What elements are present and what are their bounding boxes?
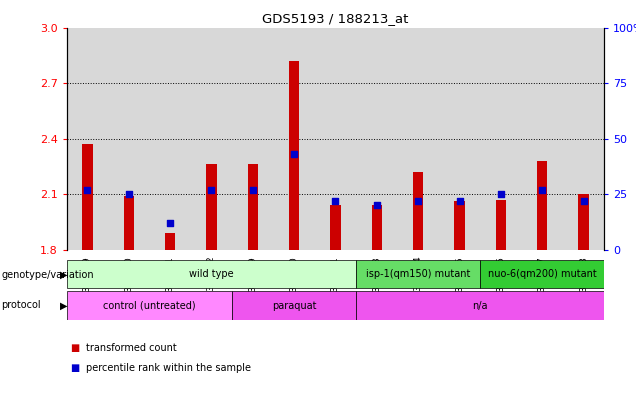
- Point: [371, 202, 382, 208]
- Text: genotype/variation: genotype/variation: [1, 270, 94, 280]
- Bar: [273, 28, 315, 250]
- Bar: [247, 164, 258, 250]
- Point: [165, 220, 176, 226]
- Point: [454, 198, 464, 204]
- Bar: [289, 61, 300, 250]
- Bar: [356, 260, 480, 288]
- Bar: [67, 260, 356, 288]
- Point: [289, 151, 299, 157]
- Bar: [191, 28, 232, 250]
- Bar: [495, 200, 506, 250]
- Point: [579, 198, 589, 204]
- Bar: [67, 28, 108, 250]
- Bar: [356, 28, 398, 250]
- Text: isp-1(qm150) mutant: isp-1(qm150) mutant: [366, 269, 471, 279]
- Text: paraquat: paraquat: [272, 301, 316, 310]
- Bar: [480, 260, 604, 288]
- Bar: [439, 28, 480, 250]
- Text: n/a: n/a: [473, 301, 488, 310]
- Bar: [454, 202, 465, 250]
- Bar: [398, 28, 439, 250]
- Bar: [232, 28, 273, 250]
- Bar: [149, 28, 191, 250]
- Bar: [330, 205, 341, 250]
- Text: wild type: wild type: [189, 269, 234, 279]
- Text: ▶: ▶: [60, 270, 68, 280]
- Bar: [522, 28, 563, 250]
- Bar: [480, 28, 522, 250]
- Bar: [371, 205, 382, 250]
- Point: [331, 198, 341, 204]
- Bar: [232, 292, 356, 320]
- Bar: [123, 196, 134, 250]
- Text: ■: ■: [70, 363, 80, 373]
- Point: [413, 198, 424, 204]
- Text: nuo-6(qm200) mutant: nuo-6(qm200) mutant: [488, 269, 597, 279]
- Point: [496, 191, 506, 197]
- Bar: [206, 164, 217, 250]
- Point: [123, 191, 134, 197]
- Text: percentile rank within the sample: percentile rank within the sample: [86, 363, 251, 373]
- Point: [83, 186, 93, 193]
- Bar: [537, 161, 548, 250]
- Bar: [315, 28, 356, 250]
- Bar: [108, 28, 149, 250]
- Bar: [356, 292, 604, 320]
- Bar: [563, 28, 604, 250]
- Title: GDS5193 / 188213_at: GDS5193 / 188213_at: [262, 12, 409, 25]
- Point: [537, 186, 547, 193]
- Text: protocol: protocol: [1, 300, 41, 310]
- Bar: [82, 144, 93, 250]
- Point: [248, 186, 258, 193]
- Text: ■: ■: [70, 343, 80, 353]
- Bar: [165, 233, 176, 250]
- Text: ▶: ▶: [60, 300, 68, 310]
- Bar: [578, 194, 589, 250]
- Bar: [413, 172, 424, 250]
- Point: [206, 186, 216, 193]
- Bar: [67, 292, 232, 320]
- Text: transformed count: transformed count: [86, 343, 177, 353]
- Text: control (untreated): control (untreated): [103, 301, 196, 310]
